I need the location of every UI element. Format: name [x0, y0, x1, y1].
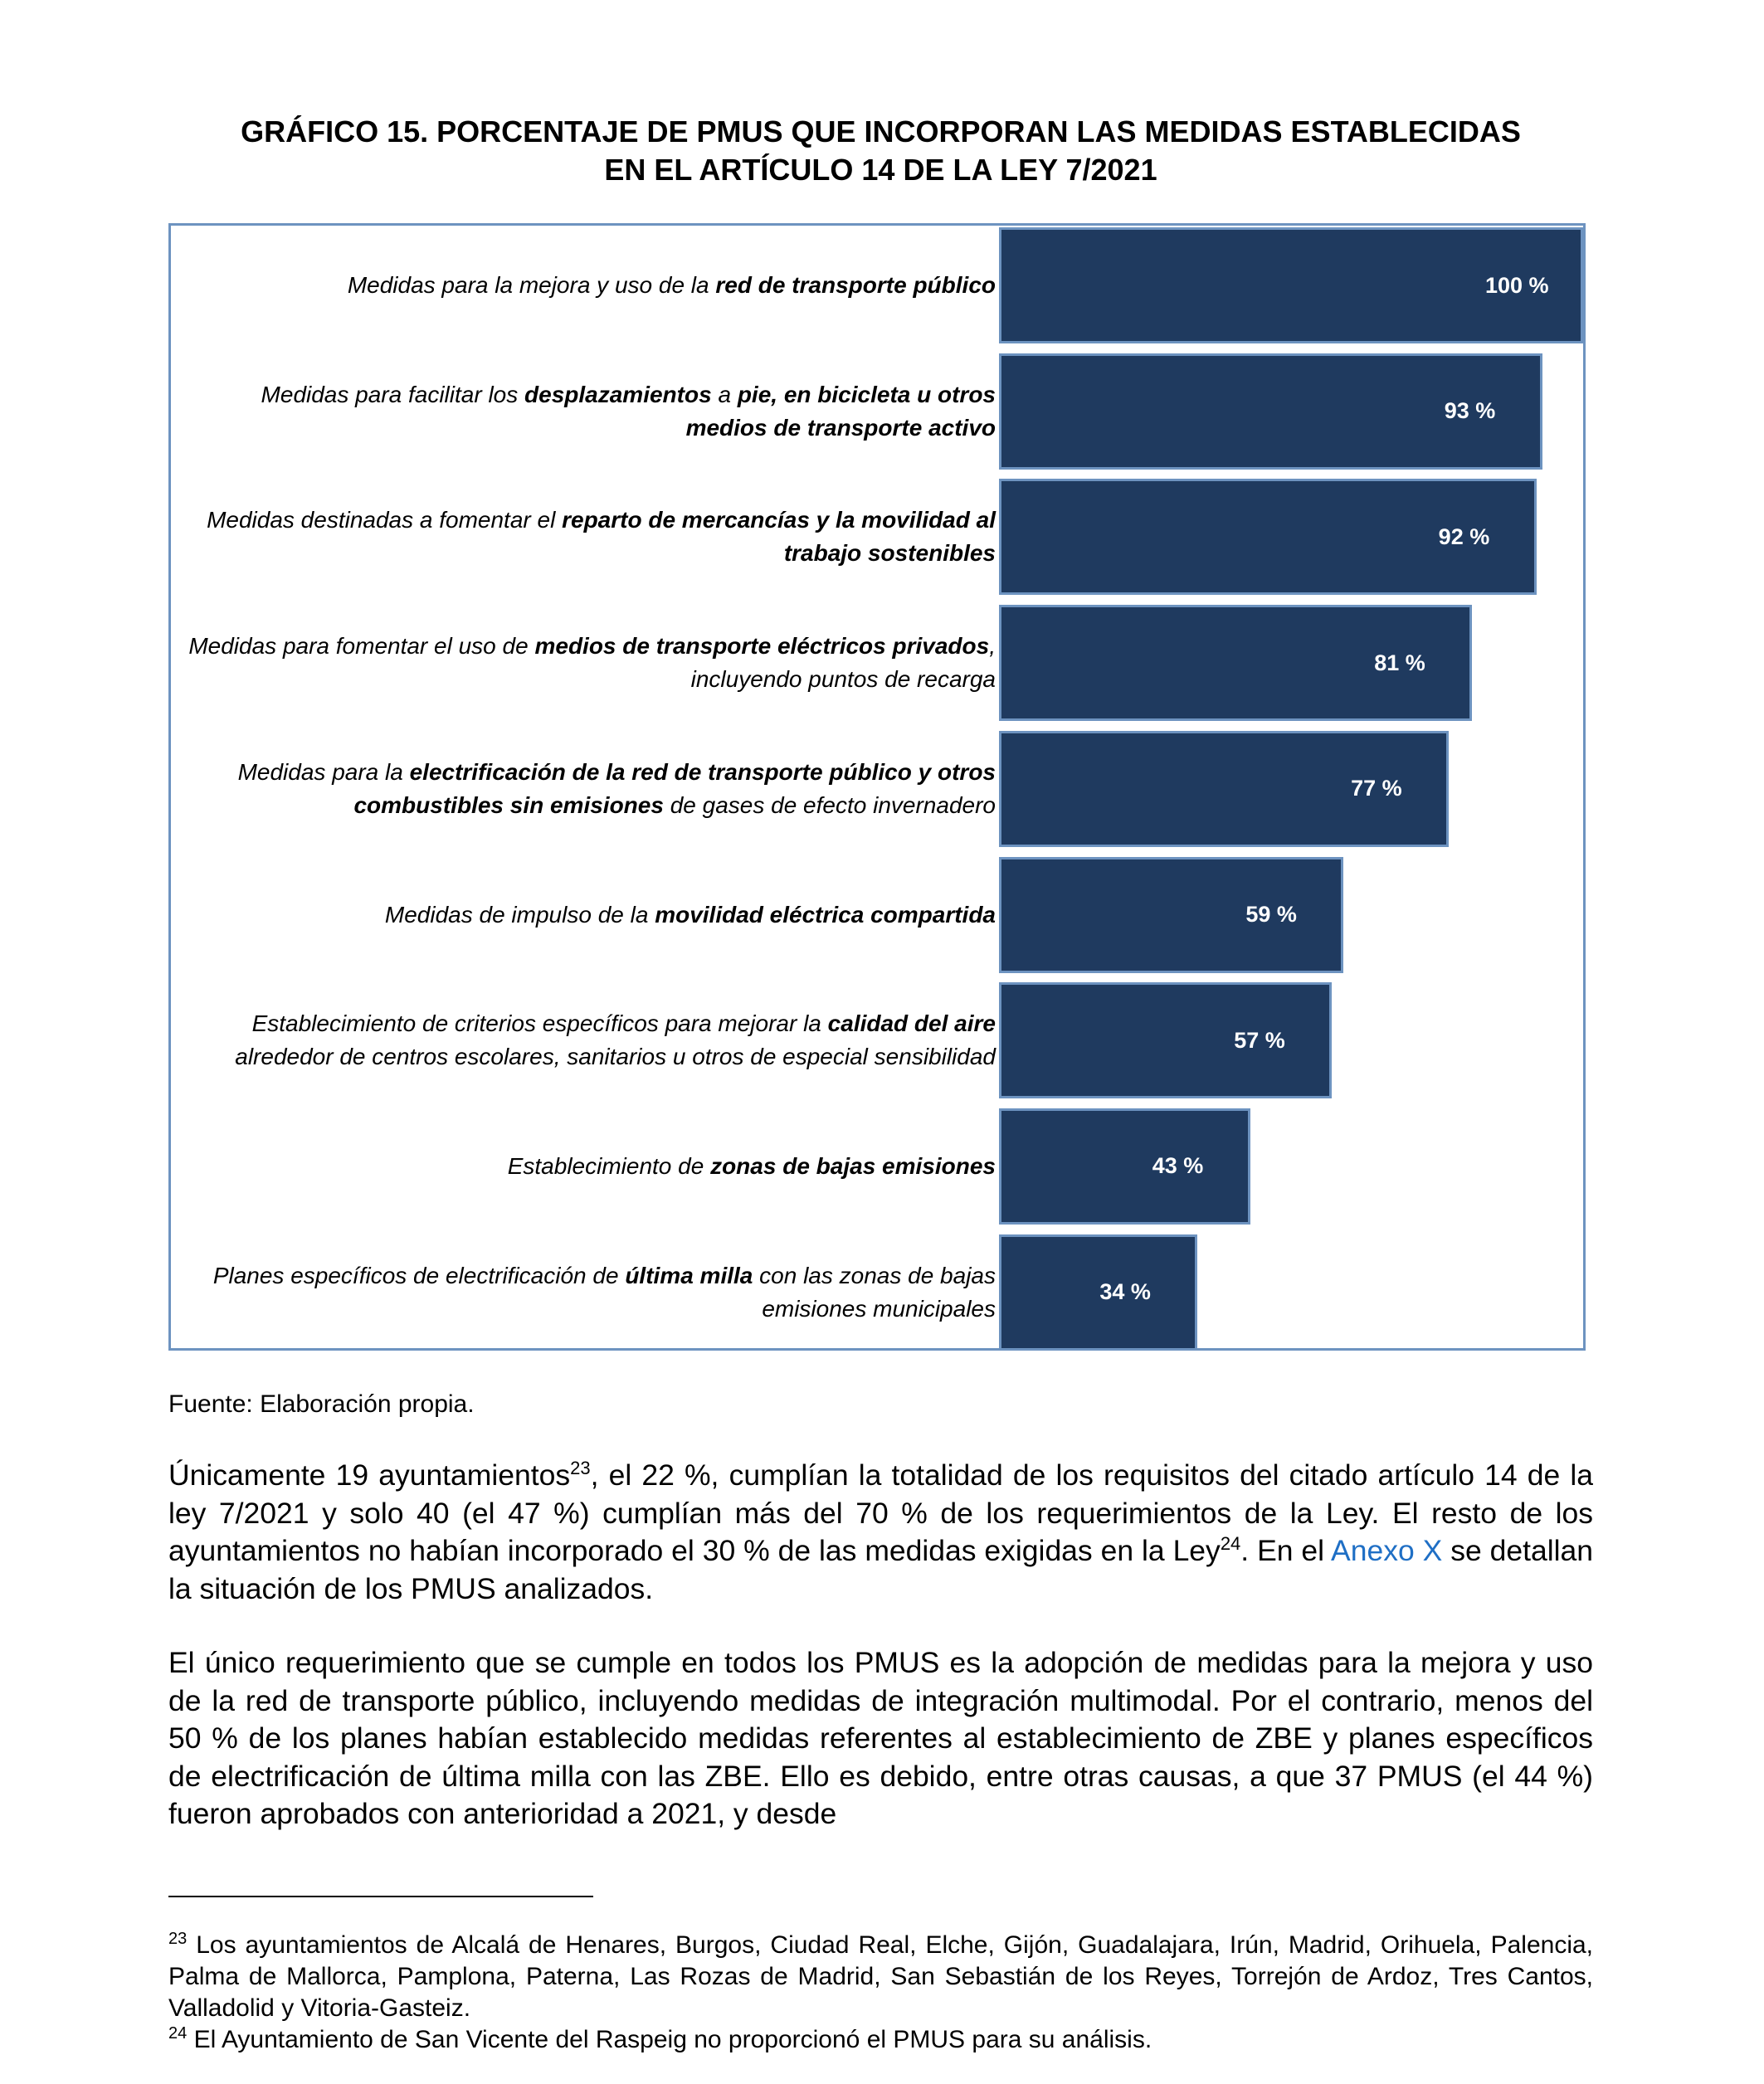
category-label: Medidas para fomentar el uso de medios d…	[179, 605, 996, 721]
label-segment: Medidas para facilitar los	[261, 381, 525, 407]
paragraph-1: Únicamente 19 ayuntamientos23, el 22 %, …	[168, 1457, 1593, 1608]
label-bold-segment: desplazamientos	[524, 381, 712, 407]
label-segment: Planes específicos de electrificación de	[212, 1262, 626, 1288]
category-label: Medidas para facilitar los desplazamient…	[179, 353, 996, 470]
label-segment: Medidas para fomentar el uso de	[188, 633, 535, 660]
source-note: Fuente: Elaboración propia.	[168, 1390, 475, 1418]
label-bold-segment: red de transporte público	[715, 272, 996, 298]
label-segment: , incluyendo puntos de recarga	[690, 633, 996, 693]
category-label: Medidas destinadas a fomentar el reparto…	[179, 479, 996, 595]
category-label: Establecimiento de criterios específicos…	[179, 982, 996, 1098]
bar	[999, 982, 1333, 1099]
label-segment: con las zonas de bajas emisiones municip…	[753, 1262, 996, 1322]
label-bold-segment: electrificación de la red de transporte …	[353, 758, 996, 818]
data-label: 92 %	[1438, 523, 1490, 549]
footnote-23: 23 Los ayuntamientos de Alcalá de Henare…	[168, 1930, 1593, 2024]
label-segment: Establecimiento de	[507, 1152, 711, 1179]
category-label: Medidas para la mejora y uso de la red d…	[179, 227, 996, 343]
bar	[999, 605, 1473, 722]
chart-row: Medidas de impulso de la movilidad eléct…	[171, 856, 1583, 973]
footnote-24: 24 El Ayuntamiento de San Vicente del Ra…	[168, 2024, 1593, 2056]
footnote-ref-23[interactable]: 23	[570, 1458, 591, 1479]
data-label: 59 %	[1245, 902, 1297, 927]
chart-row: Establecimiento de zonas de bajas emisio…	[171, 1108, 1583, 1225]
label-segment: alrededor de centros escolares, sanitari…	[235, 1044, 996, 1070]
chart-title-line-2: EN EL ARTÍCULO 14 DE LA LEY 7/2021	[604, 153, 1157, 187]
chart-row: Medidas para la electrificación de la re…	[171, 730, 1583, 847]
category-label: Medidas para la electrificación de la re…	[179, 731, 996, 847]
paragraph-1-text-d: se detallan la situación de los PMUS ana…	[168, 1534, 1593, 1605]
chart-row: Planes específicos de electrificación de…	[171, 1234, 1583, 1351]
data-label: 43 %	[1152, 1153, 1204, 1179]
label-segment: Medidas destinadas a fomentar el	[207, 507, 563, 533]
bar	[999, 856, 1344, 973]
bar	[999, 353, 1542, 470]
footnote-divider	[168, 1896, 593, 1897]
data-label: 57 %	[1234, 1027, 1285, 1053]
paragraph-1-text-a: Únicamente 19 ayuntamientos	[168, 1458, 571, 1492]
data-label: 34 %	[1099, 1279, 1151, 1305]
data-label: 93 %	[1444, 398, 1496, 424]
bar-chart: Medidas para la mejora y uso de la red d…	[168, 223, 1586, 1351]
chart-row: Medidas para la mejora y uso de la red d…	[171, 227, 1583, 343]
footnote-text: El Ayuntamiento de San Vicente del Raspe…	[187, 2026, 1152, 2053]
data-label: 81 %	[1374, 650, 1425, 675]
paragraph-1-text-c: . En el	[1240, 1534, 1332, 1567]
bar	[999, 1108, 1250, 1225]
label-bold-segment: zonas de bajas emisiones	[710, 1152, 996, 1179]
chart-title-line-1: GRÁFICO 15. PORCENTAJE DE PMUS QUE INCOR…	[241, 114, 1521, 149]
label-segment: Establecimiento de criterios específicos…	[251, 1010, 828, 1037]
bar	[999, 1234, 1198, 1351]
paragraph-2: El único requerimiento que se cumple en …	[168, 1646, 1593, 1830]
chart-row: Medidas destinadas a fomentar el reparto…	[171, 479, 1583, 596]
chart-row: Medidas para fomentar el uso de medios d…	[171, 605, 1583, 722]
label-segment: a	[711, 381, 738, 407]
chart-row: Establecimiento de criterios específicos…	[171, 982, 1583, 1099]
chart-title: GRÁFICO 15. PORCENTAJE DE PMUS QUE INCOR…	[168, 113, 1593, 189]
category-label: Planes específicos de electrificación de…	[179, 1234, 996, 1351]
data-label: 77 %	[1351, 776, 1402, 801]
label-bold-segment: última milla	[625, 1262, 753, 1288]
category-label: Establecimiento de zonas de bajas emisio…	[179, 1108, 996, 1225]
label-bold-segment: pie, en bicicleta u otros medios de tran…	[685, 381, 996, 441]
category-label: Medidas de impulso de la movilidad eléct…	[179, 857, 996, 973]
label-segment: Medidas para la mejora y uso de la	[347, 272, 716, 298]
footnote-number: 23	[168, 1930, 188, 1948]
bar	[999, 227, 1583, 343]
data-label: 100 %	[1485, 272, 1549, 298]
label-bold-segment: movilidad eléctrica compartida	[655, 901, 996, 928]
bar	[999, 479, 1537, 596]
label-segment: de gases de efecto invernadero	[663, 791, 996, 818]
label-segment: Medidas para la	[237, 758, 410, 785]
footnote-text: Los ayuntamientos de Alcalá de Henares, …	[168, 1931, 1593, 2022]
anexo-x-link[interactable]: Anexo X	[1331, 1534, 1443, 1567]
label-bold-segment: calidad del aire	[827, 1010, 996, 1037]
paragraph-1-text-b: , el 22 %, cumplían la totalidad de los …	[168, 1458, 1593, 1567]
bar	[999, 730, 1450, 847]
footnote-ref-24[interactable]: 24	[1220, 1533, 1241, 1555]
label-segment: Medidas de impulso de la	[384, 901, 655, 928]
label-bold-segment: reparto de mercancías y la movilidad al …	[562, 507, 996, 567]
chart-row: Medidas para facilitar los desplazamient…	[171, 353, 1583, 470]
footnote-number: 24	[168, 2024, 188, 2043]
label-bold-segment: medios de transporte eléctricos privados	[534, 633, 990, 660]
